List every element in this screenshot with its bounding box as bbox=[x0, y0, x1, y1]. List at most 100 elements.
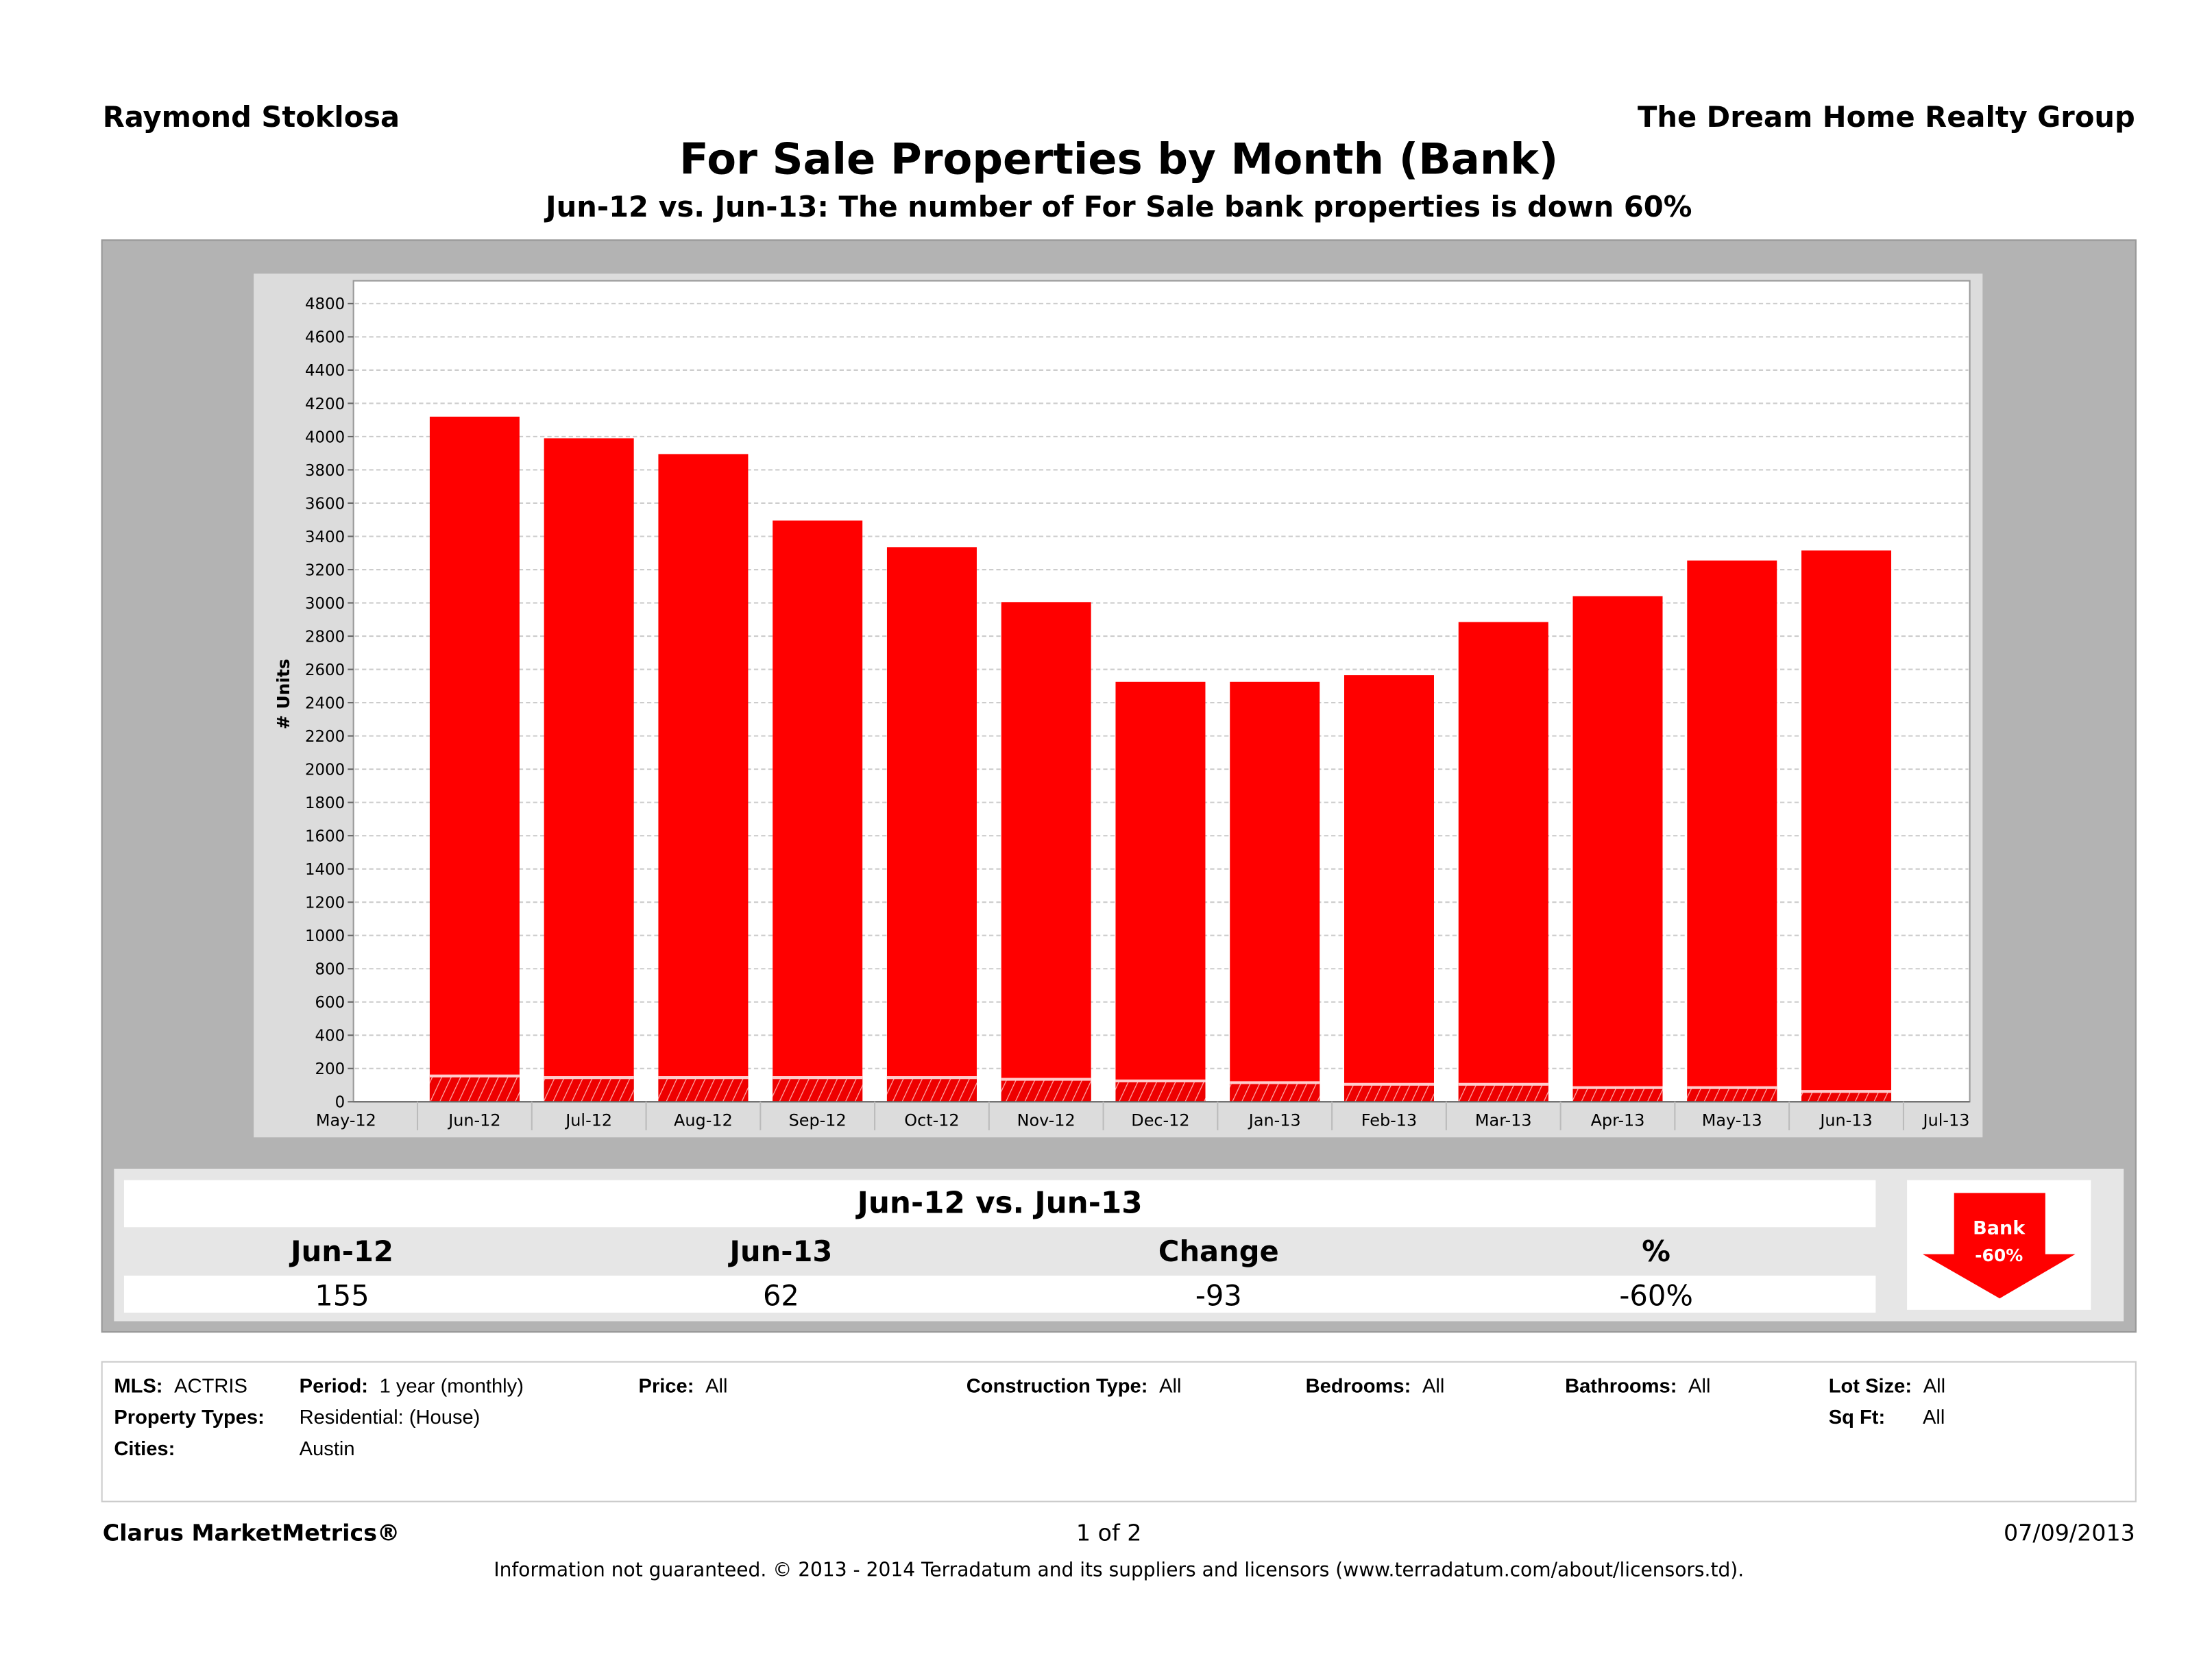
price-label: Price: bbox=[638, 1374, 694, 1397]
bar-chart: May-12 Jun-12 Jul-12 Aug-12 Sep-12 Oct-12 Nov-… bbox=[274, 280, 1971, 1130]
y-tick-label: 800 bbox=[315, 961, 345, 979]
y-tick-label: 4400 bbox=[305, 362, 345, 380]
y-tick-label: 1200 bbox=[305, 895, 345, 912]
x-tick-label: Dec-12 bbox=[1131, 1111, 1189, 1130]
x-tick-label: May-13 bbox=[1702, 1111, 1762, 1130]
page-subtitle: Jun-12 vs. Jun-13: The number of For Sal… bbox=[546, 189, 1692, 224]
cities-label: Cities: bbox=[114, 1436, 175, 1460]
summary-value: 62 bbox=[762, 1278, 799, 1313]
y-tick-label: 3600 bbox=[305, 495, 345, 513]
bar-Jun-12 bbox=[429, 416, 520, 1102]
bar-overlay-Mar-13 bbox=[1458, 1084, 1548, 1102]
y-tick-label: 1000 bbox=[305, 927, 345, 945]
price-value: All bbox=[705, 1374, 728, 1397]
y-tick-label: 0 bbox=[335, 1094, 345, 1112]
lot-size-value: All bbox=[1923, 1374, 1946, 1397]
property-types-filter: Property Types: Residential: (House) bbox=[114, 1404, 480, 1429]
y-tick-label: 1400 bbox=[305, 861, 345, 879]
x-tick-label: Sep-12 bbox=[789, 1111, 847, 1130]
summary-values-row bbox=[123, 1275, 1876, 1313]
x-tick-label: Jul-12 bbox=[564, 1111, 612, 1130]
summary-col-header: Change bbox=[1158, 1234, 1279, 1269]
y-tick-label: 4000 bbox=[305, 428, 345, 446]
bar-Jul-12 bbox=[544, 438, 634, 1102]
mls-value: ACTRIS bbox=[174, 1374, 247, 1397]
x-tick-label: Mar-13 bbox=[1475, 1111, 1532, 1130]
y-tick-label: 4600 bbox=[305, 329, 345, 347]
badge-label: Bank bbox=[1973, 1218, 2026, 1240]
y-tick-label: 400 bbox=[315, 1028, 345, 1045]
construction-filter: Construction Type: All bbox=[967, 1372, 1182, 1398]
construction-label: Construction Type: bbox=[966, 1374, 1148, 1397]
report-date: 07/09/2013 bbox=[2004, 1519, 2135, 1547]
x-tick-label: Jun-12 bbox=[447, 1111, 500, 1130]
badge-value: -60% bbox=[1975, 1245, 2023, 1266]
y-tick-label: 2800 bbox=[305, 628, 345, 646]
lot-size-filter: Lot Size: All bbox=[1829, 1372, 1945, 1398]
bar-overlay-Jun-13 bbox=[1801, 1091, 1892, 1102]
bar-overlay-Apr-13 bbox=[1572, 1087, 1663, 1102]
y-tick-label: 3000 bbox=[305, 595, 345, 613]
y-tick-label: 1600 bbox=[305, 827, 345, 845]
y-tick-label: 200 bbox=[315, 1060, 345, 1078]
cities-filter: Cities: Austin bbox=[114, 1435, 354, 1461]
x-tick-label: Jul-13 bbox=[1922, 1111, 1970, 1130]
bar-overlay-Sep-12 bbox=[773, 1078, 863, 1102]
cities-value: Austin bbox=[299, 1436, 355, 1460]
bedrooms-label: Bedrooms: bbox=[1305, 1374, 1411, 1397]
y-tick-label: 2600 bbox=[305, 661, 345, 679]
y-tick-label: 3200 bbox=[305, 561, 345, 579]
bar-Aug-12 bbox=[658, 454, 749, 1102]
price-filter: Price: All bbox=[639, 1372, 728, 1398]
summary-col-header: Jun-13 bbox=[729, 1234, 833, 1269]
bar-Apr-13 bbox=[1572, 596, 1663, 1102]
construction-value: All bbox=[1159, 1374, 1182, 1397]
bar-Oct-12 bbox=[886, 547, 977, 1102]
page-number: 1 of 2 bbox=[1075, 1519, 1142, 1547]
bar-overlay-Nov-12 bbox=[1001, 1079, 1091, 1102]
bedrooms-value: All bbox=[1422, 1374, 1445, 1397]
bedrooms-filter: Bedrooms: All bbox=[1306, 1372, 1445, 1398]
bar-overlay-Jan-13 bbox=[1230, 1082, 1320, 1102]
period-label: Period: bbox=[299, 1374, 368, 1397]
bar-overlay-Aug-12 bbox=[658, 1078, 749, 1102]
summary-table: Jun-12 vs. Jun-13 Jun-12 Jun-13 Change %… bbox=[114, 1169, 2124, 1322]
y-tick-label: 3800 bbox=[305, 462, 345, 480]
bar-overlay-Jun-12 bbox=[429, 1075, 520, 1102]
y-tick-label: 2000 bbox=[305, 761, 345, 779]
y-tick-label: 4200 bbox=[305, 396, 345, 413]
property-types-label: Property Types: bbox=[114, 1405, 265, 1428]
summary-col-header: % bbox=[1642, 1234, 1670, 1269]
page-title: For Sale Properties by Month (Bank) bbox=[679, 135, 1559, 186]
sqft-label: Sq Ft: bbox=[1828, 1405, 1886, 1428]
summary-value: -60% bbox=[1619, 1278, 1693, 1313]
period-filter: Period: 1 year (monthly) bbox=[300, 1372, 524, 1398]
x-tick-label: Feb-13 bbox=[1361, 1111, 1417, 1130]
summary-heading: Jun-12 vs. Jun-13 bbox=[857, 1185, 1143, 1220]
y-tick-label: 3400 bbox=[305, 528, 345, 546]
x-tick-label: Oct-12 bbox=[904, 1111, 959, 1130]
bar-Mar-13 bbox=[1458, 622, 1548, 1102]
bar-overlay-Oct-12 bbox=[886, 1078, 977, 1102]
x-tick-label: Jun-13 bbox=[1819, 1111, 1872, 1130]
x-tick-label: May-12 bbox=[316, 1111, 376, 1130]
summary-heading-row bbox=[123, 1180, 1876, 1228]
x-tick-label: Nov-12 bbox=[1017, 1111, 1075, 1130]
sqft-value: All bbox=[1922, 1405, 1945, 1428]
y-tick-label: 600 bbox=[315, 994, 345, 1012]
down-arrow-icon bbox=[1922, 1193, 2076, 1299]
summary-value: -93 bbox=[1195, 1278, 1242, 1313]
bar-Jan-13 bbox=[1230, 681, 1320, 1102]
change-badge: Bank -60% bbox=[1907, 1180, 2091, 1310]
bar-overlay-Jul-12 bbox=[544, 1078, 634, 1102]
bar-overlay-Feb-13 bbox=[1344, 1084, 1434, 1102]
bar-Nov-12 bbox=[1001, 602, 1091, 1102]
sqft-filter: Sq Ft: All bbox=[1829, 1404, 1945, 1429]
y-tick-label: 2400 bbox=[305, 694, 345, 712]
company-name: The Dream Home Realty Group bbox=[1638, 99, 2135, 134]
bathrooms-filter: Bathrooms: All bbox=[1565, 1372, 1710, 1398]
summary-col-header: Jun-12 bbox=[291, 1234, 393, 1269]
bar-Jun-13 bbox=[1801, 550, 1892, 1102]
footer-brand: Clarus MarketMetrics® bbox=[102, 1519, 400, 1547]
